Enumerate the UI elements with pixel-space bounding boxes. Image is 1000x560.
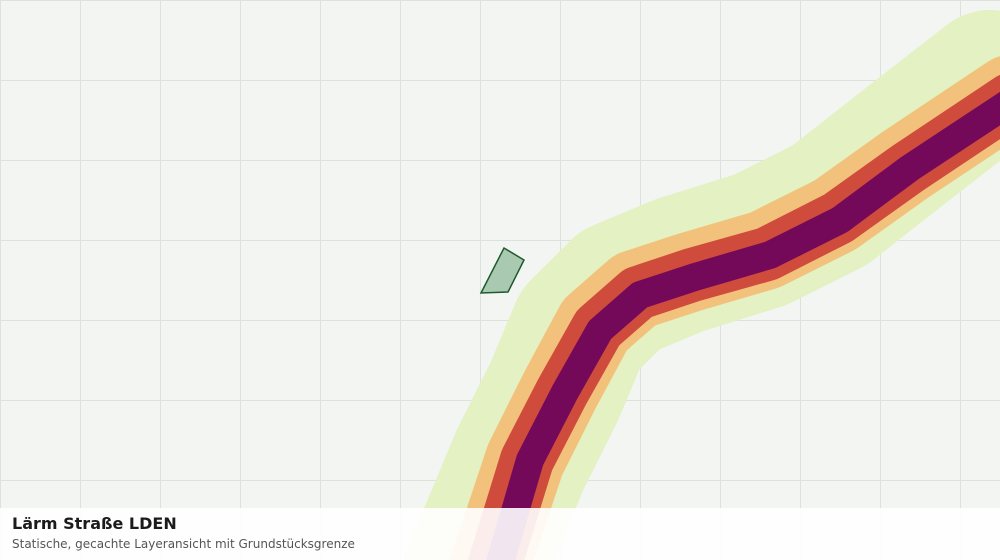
- parcel-boundary: [479, 246, 525, 294]
- noise-bands: [403, 10, 1000, 560]
- noise-band-very-high: [486, 91, 1000, 560]
- map-subtitle: Statische, gecachte Layeransicht mit Gru…: [12, 537, 355, 551]
- map-title: Lärm Straße LDEN: [12, 514, 177, 533]
- info-panel: Lärm Straße LDEN Statische, gecachte Lay…: [0, 508, 1000, 560]
